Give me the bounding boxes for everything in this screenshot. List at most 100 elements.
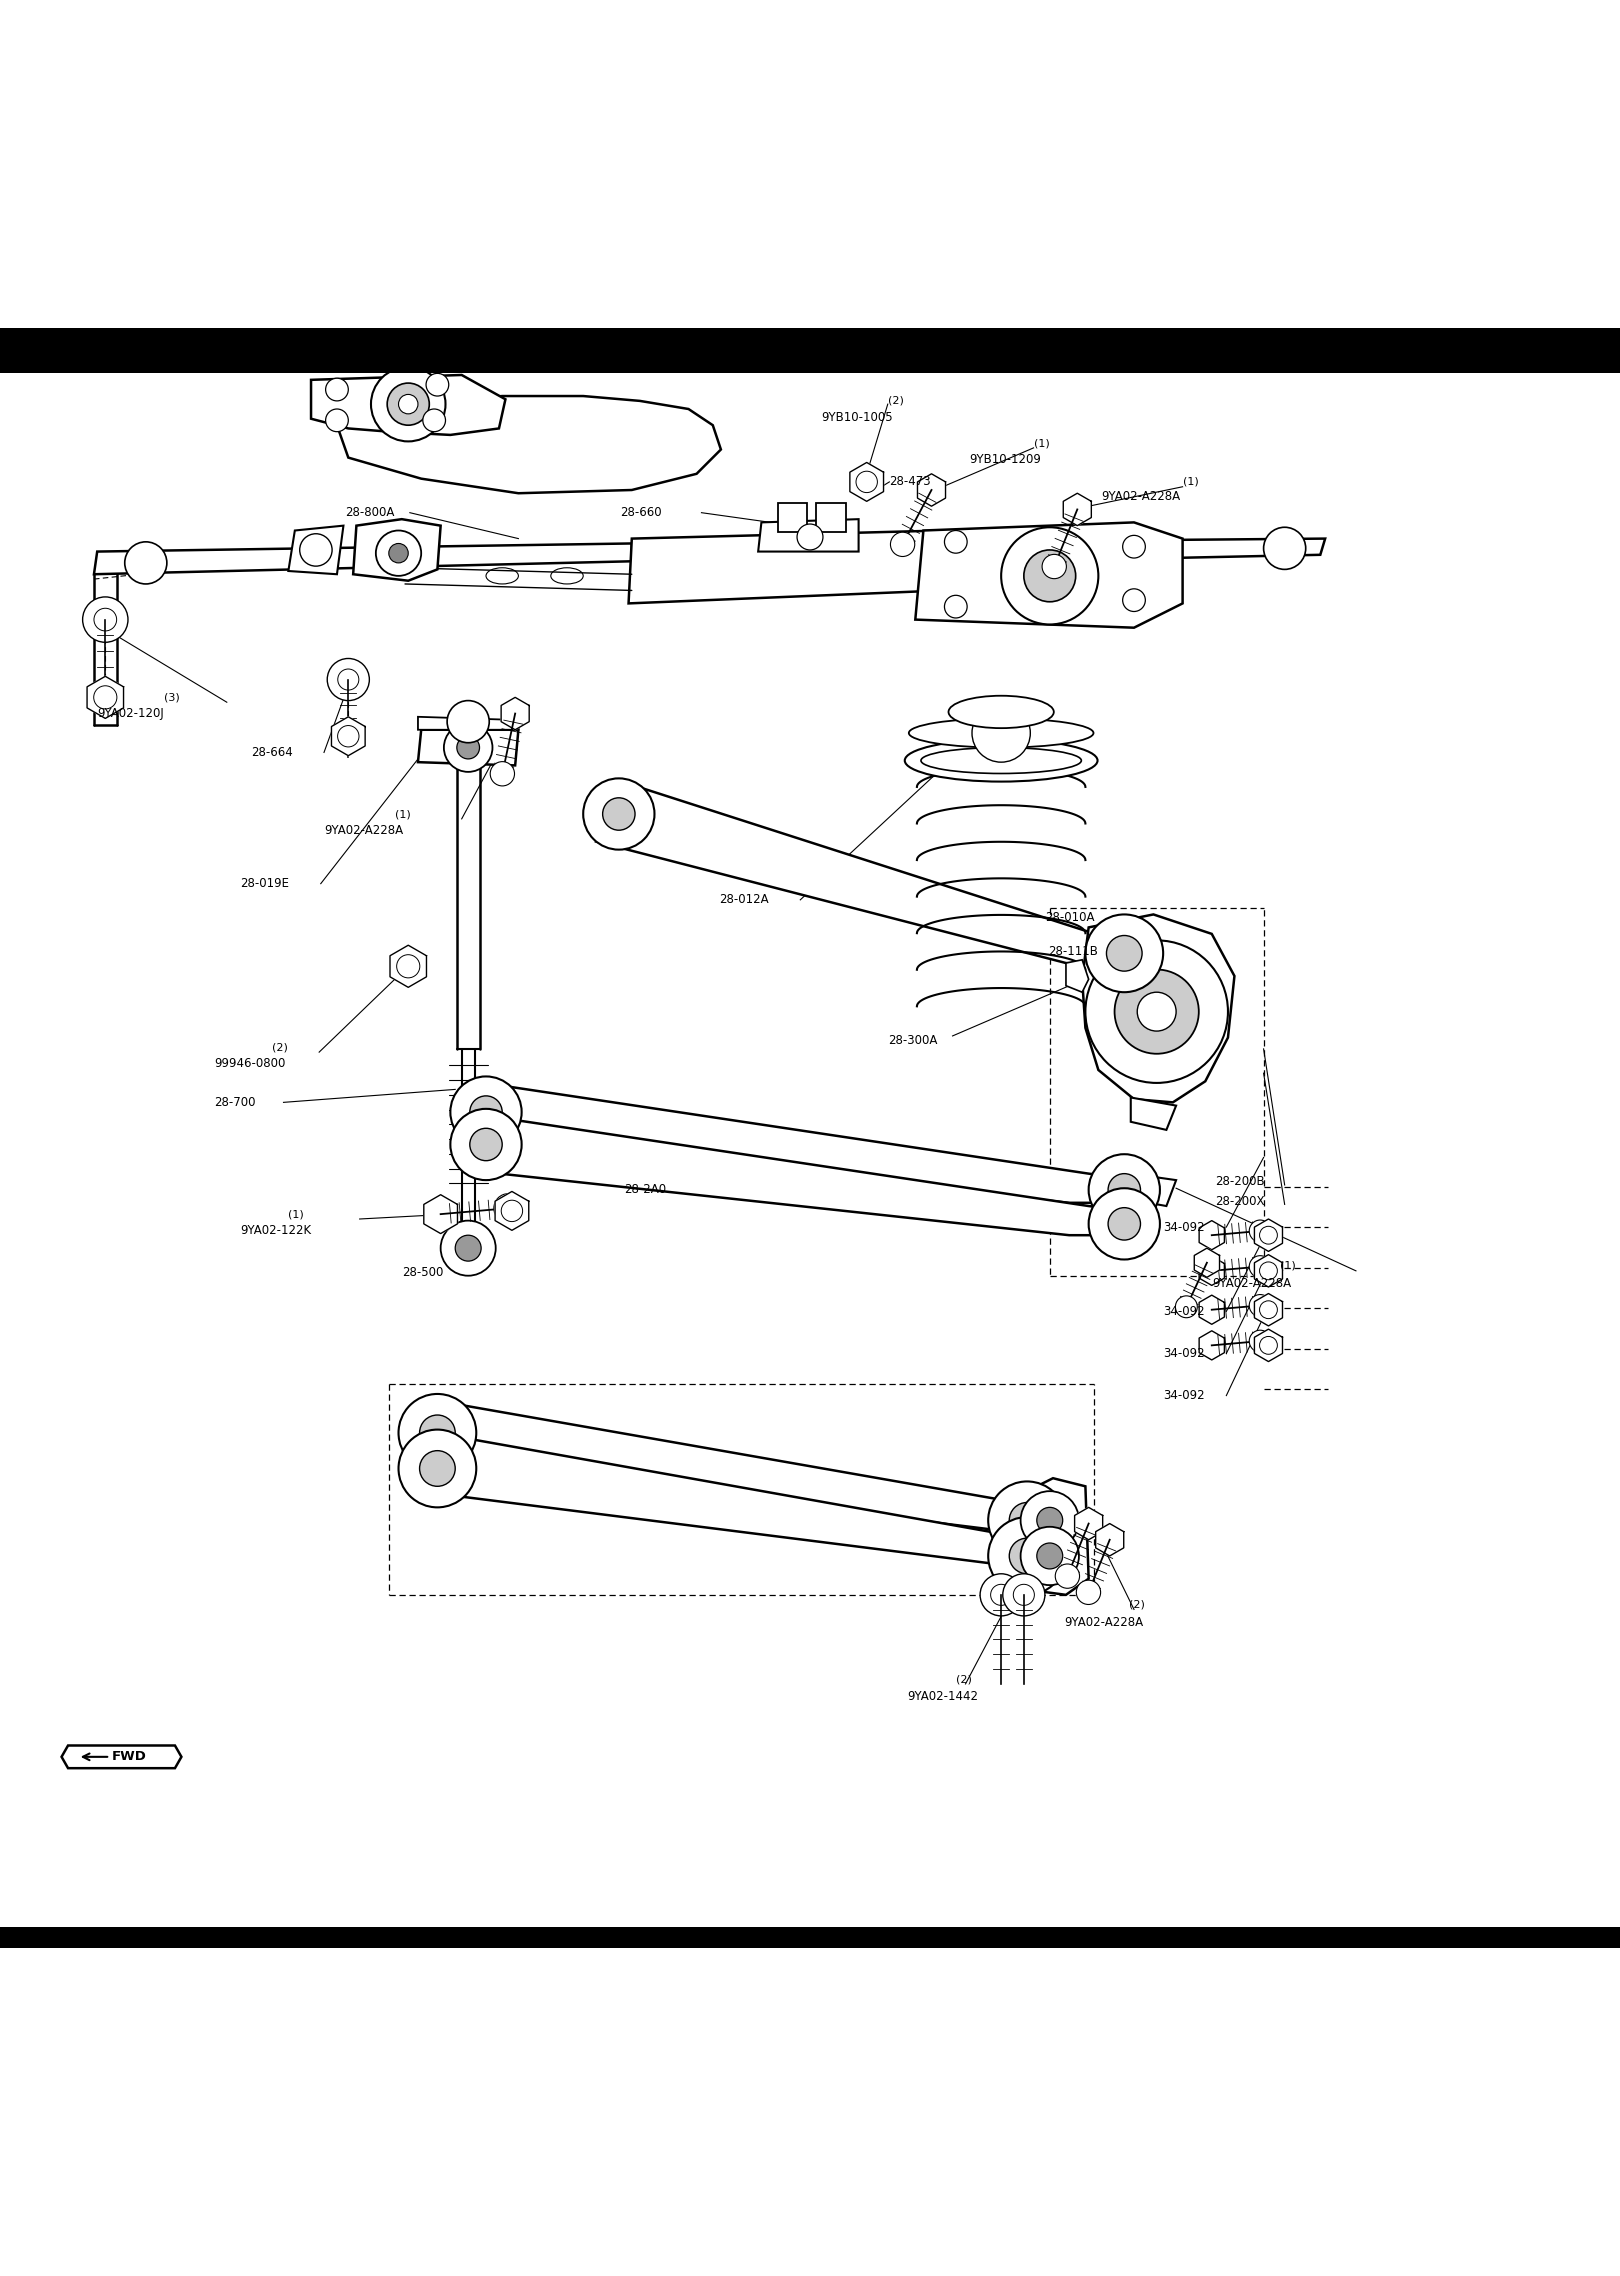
Polygon shape bbox=[1194, 1247, 1220, 1277]
Circle shape bbox=[389, 544, 408, 562]
Text: (2): (2) bbox=[1129, 1600, 1145, 1609]
Polygon shape bbox=[402, 1397, 450, 1484]
Circle shape bbox=[327, 658, 369, 701]
Circle shape bbox=[583, 778, 654, 849]
Text: (1): (1) bbox=[1280, 1261, 1296, 1270]
Circle shape bbox=[1260, 1302, 1278, 1318]
Text: 9YA02-A228A: 9YA02-A228A bbox=[1102, 489, 1181, 503]
Text: 28-500: 28-500 bbox=[402, 1265, 444, 1279]
Text: 28-700: 28-700 bbox=[214, 1095, 256, 1108]
Polygon shape bbox=[311, 376, 505, 435]
Circle shape bbox=[1249, 1295, 1272, 1316]
Text: 9YA02-120J: 9YA02-120J bbox=[97, 708, 164, 719]
Circle shape bbox=[1024, 551, 1076, 601]
Circle shape bbox=[1003, 1573, 1045, 1616]
Circle shape bbox=[1076, 1580, 1100, 1605]
Text: 28-300A: 28-300A bbox=[888, 1033, 936, 1047]
Polygon shape bbox=[390, 945, 426, 988]
Circle shape bbox=[94, 685, 117, 708]
Circle shape bbox=[470, 1095, 502, 1129]
Ellipse shape bbox=[949, 696, 1053, 728]
Polygon shape bbox=[816, 503, 846, 533]
Circle shape bbox=[491, 762, 515, 785]
Circle shape bbox=[1089, 1188, 1160, 1259]
Text: 34-092: 34-092 bbox=[1163, 1304, 1205, 1318]
Circle shape bbox=[94, 608, 117, 630]
Circle shape bbox=[1176, 1295, 1197, 1318]
Text: 28-664: 28-664 bbox=[251, 747, 293, 758]
Text: 34-092: 34-092 bbox=[1163, 1220, 1205, 1234]
Circle shape bbox=[337, 726, 360, 747]
Polygon shape bbox=[1199, 1220, 1225, 1250]
Polygon shape bbox=[1131, 1174, 1176, 1206]
Polygon shape bbox=[915, 523, 1183, 628]
Polygon shape bbox=[337, 396, 721, 494]
Circle shape bbox=[988, 1482, 1066, 1559]
Circle shape bbox=[1009, 1539, 1045, 1573]
Text: 28-2A0: 28-2A0 bbox=[624, 1184, 666, 1197]
Circle shape bbox=[470, 1129, 502, 1161]
Text: (2): (2) bbox=[956, 1675, 972, 1684]
Text: 28-200B: 28-200B bbox=[1215, 1174, 1265, 1188]
Polygon shape bbox=[418, 1404, 1063, 1534]
Polygon shape bbox=[758, 519, 859, 551]
Polygon shape bbox=[1254, 1220, 1283, 1252]
Text: 28-019E: 28-019E bbox=[240, 876, 288, 890]
Circle shape bbox=[457, 735, 480, 758]
Polygon shape bbox=[596, 785, 1147, 967]
Polygon shape bbox=[1199, 1331, 1225, 1361]
Circle shape bbox=[371, 366, 446, 442]
Circle shape bbox=[125, 542, 167, 585]
Text: (3): (3) bbox=[164, 692, 180, 703]
Circle shape bbox=[326, 378, 348, 401]
Text: (2): (2) bbox=[272, 1042, 288, 1052]
Circle shape bbox=[450, 1077, 522, 1147]
Circle shape bbox=[426, 373, 449, 396]
Circle shape bbox=[441, 1220, 496, 1277]
Polygon shape bbox=[1199, 1256, 1225, 1286]
Circle shape bbox=[1089, 1154, 1160, 1224]
Circle shape bbox=[1014, 1584, 1035, 1605]
Text: 34-092: 34-092 bbox=[1163, 1388, 1205, 1402]
Polygon shape bbox=[778, 503, 807, 533]
Text: 28-010A: 28-010A bbox=[1045, 910, 1095, 924]
Circle shape bbox=[855, 471, 878, 492]
Text: 28-012A: 28-012A bbox=[719, 894, 769, 906]
Circle shape bbox=[387, 382, 429, 426]
Circle shape bbox=[326, 410, 348, 432]
Circle shape bbox=[1021, 1491, 1079, 1550]
Polygon shape bbox=[1063, 494, 1092, 526]
Circle shape bbox=[988, 1518, 1066, 1595]
Circle shape bbox=[1249, 1256, 1272, 1277]
Circle shape bbox=[1055, 1564, 1079, 1589]
Polygon shape bbox=[353, 519, 441, 580]
Circle shape bbox=[1001, 528, 1098, 624]
Polygon shape bbox=[470, 1118, 1140, 1236]
Circle shape bbox=[891, 533, 915, 558]
Text: 28-473: 28-473 bbox=[889, 476, 932, 489]
Polygon shape bbox=[1131, 1097, 1176, 1129]
Text: 99946-0800: 99946-0800 bbox=[214, 1056, 285, 1070]
Polygon shape bbox=[87, 676, 123, 719]
Circle shape bbox=[494, 1193, 523, 1222]
Circle shape bbox=[1085, 915, 1163, 992]
Circle shape bbox=[797, 523, 823, 551]
Text: 28-800A: 28-800A bbox=[345, 505, 394, 519]
Polygon shape bbox=[418, 731, 518, 765]
Text: 9YB10-1209: 9YB10-1209 bbox=[969, 453, 1040, 467]
Circle shape bbox=[300, 535, 332, 567]
Text: 28-200X: 28-200X bbox=[1215, 1195, 1265, 1209]
Circle shape bbox=[603, 799, 635, 831]
Circle shape bbox=[1108, 1174, 1140, 1206]
Circle shape bbox=[1042, 555, 1066, 578]
Text: (1): (1) bbox=[395, 808, 411, 819]
Circle shape bbox=[1123, 535, 1145, 558]
Circle shape bbox=[399, 394, 418, 414]
Ellipse shape bbox=[904, 740, 1098, 781]
Circle shape bbox=[444, 724, 492, 772]
Circle shape bbox=[980, 1573, 1022, 1616]
Polygon shape bbox=[501, 696, 530, 731]
Circle shape bbox=[972, 703, 1030, 762]
Polygon shape bbox=[418, 1436, 1063, 1570]
Polygon shape bbox=[1082, 915, 1234, 1102]
